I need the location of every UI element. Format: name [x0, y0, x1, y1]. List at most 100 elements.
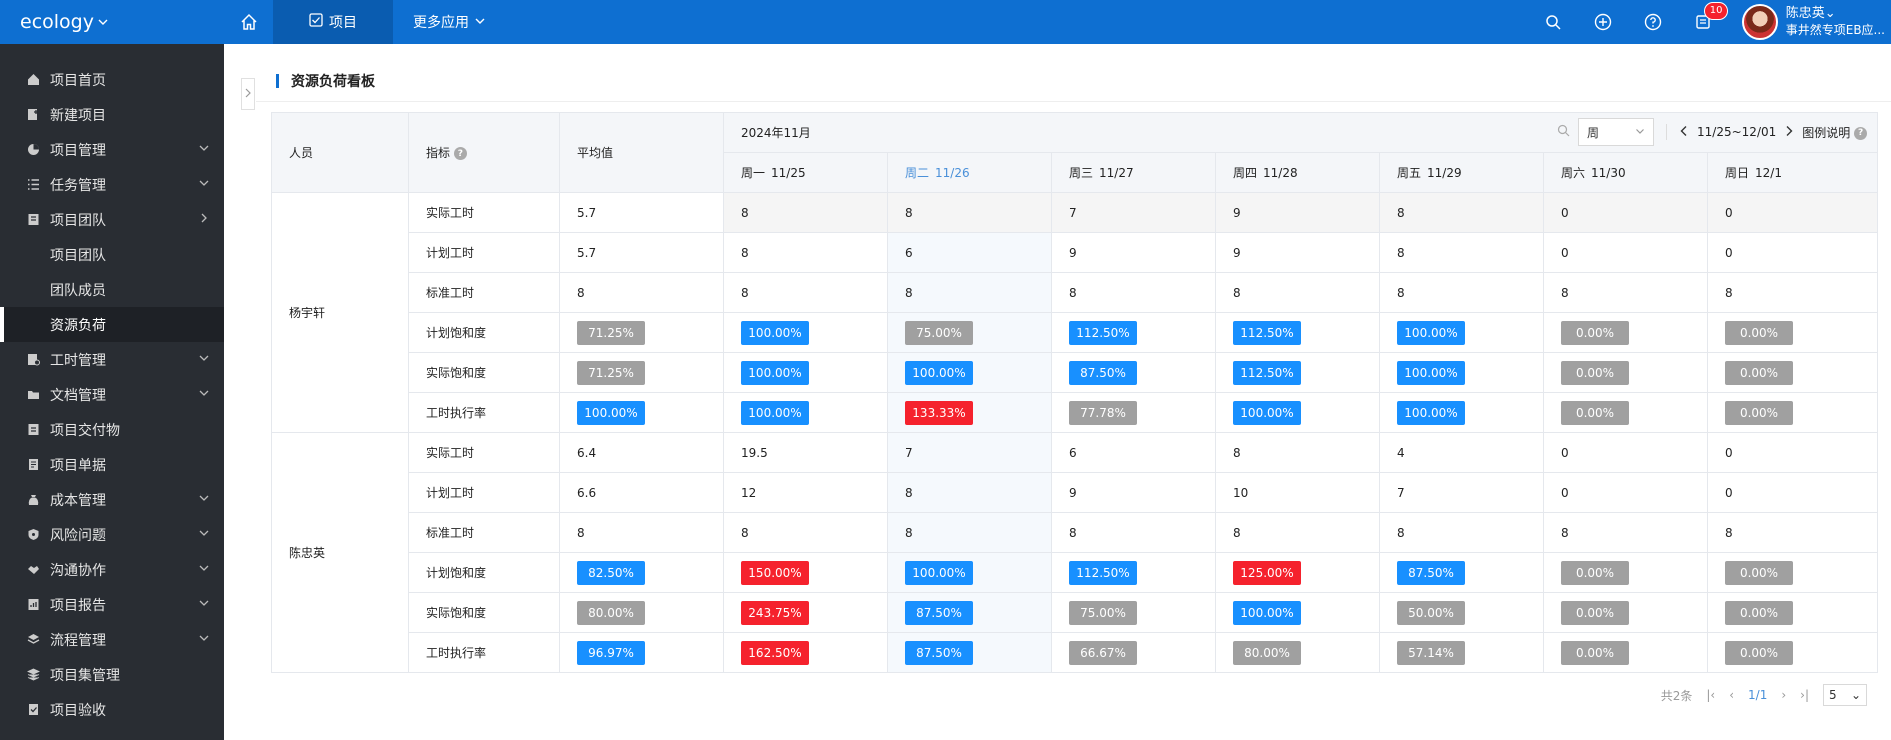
table-cell: 100.00% — [723, 392, 888, 433]
table-cell: 162.50% — [723, 632, 888, 673]
prev-page-button[interactable]: ‹ — [1729, 688, 1735, 702]
rate-tag: 96.97% — [577, 640, 645, 665]
search-icon[interactable] — [1528, 0, 1578, 44]
table-cell: 8 — [1215, 512, 1380, 553]
sidebar-item-project-team[interactable]: 项目团队 — [0, 202, 224, 237]
rate-tag: 243.75% — [741, 600, 809, 625]
person-cell: 陈忠英 — [271, 432, 409, 673]
average-cell: 80.00% — [559, 592, 724, 633]
sidebar-item-timesheet[interactable]: 工时管理 — [0, 342, 224, 377]
sidebar-item-collaboration[interactable]: 沟通协作 — [0, 552, 224, 587]
checkbox-icon — [309, 13, 323, 31]
list-icon — [26, 178, 40, 192]
next-period-button[interactable] — [1784, 125, 1794, 140]
day-date: 11/30 — [1591, 166, 1626, 180]
chevron-down-icon — [475, 14, 485, 30]
sidebar-item-new-project[interactable]: 新建项目 — [0, 97, 224, 132]
day-date: 11/28 — [1263, 166, 1298, 180]
deliverable-icon — [26, 423, 40, 437]
period-select[interactable]: 周 — [1578, 118, 1655, 146]
table-cell: 12 — [723, 472, 888, 513]
table-cell: 8 — [1543, 272, 1708, 313]
table-cell: 8 — [1543, 512, 1708, 553]
table-cell: 0 — [1543, 232, 1708, 273]
sidebar-item-risk[interactable]: 风险问题 — [0, 517, 224, 552]
table-row: 计划饱和度 71.25% 100.00% 75.00% 112.50% 112.50% 10… — [272, 312, 1879, 353]
metric-cell: 实际饱和度 — [408, 592, 560, 633]
search-icon[interactable] — [1557, 124, 1570, 140]
home-icon[interactable] — [225, 0, 273, 44]
average-cell: 8 — [559, 272, 724, 313]
page-size-select[interactable]: 5 ⌄ — [1823, 684, 1867, 706]
sidebar-item-documents[interactable]: 文档管理 — [0, 377, 224, 412]
table-cell: 0.00% — [1543, 632, 1708, 673]
sidebar-item-task-mgmt[interactable]: 任务管理 — [0, 167, 224, 202]
nav-tab-more-apps[interactable]: 更多应用 — [393, 0, 505, 44]
sidebar-subitem-resource-load[interactable]: 资源负荷 — [0, 307, 224, 342]
rate-tag: 133.33% — [905, 400, 973, 425]
sidebar-item-acceptance[interactable]: 项目验收 — [0, 692, 224, 727]
legend-link[interactable]: 图例说明 ? — [1802, 124, 1868, 141]
sidebar-item-label: 文档管理 — [50, 387, 106, 404]
table-cell: 8 — [1379, 232, 1544, 273]
last-page-button[interactable]: ›| — [1800, 688, 1809, 702]
day-date: 11/27 — [1099, 166, 1134, 180]
next-page-button[interactable]: › — [1781, 688, 1787, 702]
rate-tag: 100.00% — [1397, 360, 1465, 385]
rate-tag: 100.00% — [741, 400, 809, 425]
rate-tag: 100.00% — [1233, 600, 1301, 625]
sidebar-item-project-home[interactable]: 项目首页 — [0, 62, 224, 97]
table-cell: 50.00% — [1379, 592, 1544, 633]
header-person: 人员 — [271, 112, 409, 193]
acceptance-icon — [26, 703, 40, 717]
header-metric-label: 指标 — [426, 146, 451, 160]
sidebar-item-cost[interactable]: 成本管理 — [0, 482, 224, 517]
first-page-button[interactable]: |‹ — [1706, 688, 1716, 702]
notification-icon[interactable]: 10 — [1678, 0, 1729, 44]
table-cell: 100.00% — [887, 552, 1052, 593]
sidebar-item-program-mgmt[interactable]: 项目集管理 — [0, 657, 224, 692]
rate-tag: 150.00% — [741, 560, 809, 585]
prev-period-button[interactable] — [1679, 125, 1689, 140]
table-cell: 8 — [723, 232, 888, 273]
sidebar-subitem-team-members[interactable]: 团队成员 — [0, 272, 224, 307]
sidebar-item-project-mgmt[interactable]: 项目管理 — [0, 132, 224, 167]
table-cell: 0.00% — [1706, 592, 1879, 633]
handshake-icon — [26, 563, 40, 577]
table-row: 计划工时 5.7 8 6 9 9 8 0 0 — [272, 232, 1879, 273]
add-icon[interactable] — [1578, 0, 1628, 44]
help-icon[interactable] — [1628, 0, 1678, 44]
sidebar-item-label: 风险问题 — [50, 527, 106, 544]
sidebar-subitem-project-team[interactable]: 项目团队 — [0, 237, 224, 272]
table-cell: 7 — [1379, 472, 1544, 513]
divider — [1666, 124, 1668, 140]
top-bar: ecology 项目 更多应用 10 — [0, 0, 1891, 44]
sidebar-item-reports[interactable]: 项目报告 — [0, 587, 224, 622]
sidebar-item-deliverables[interactable]: 项目交付物 — [0, 412, 224, 447]
rate-tag: 77.78% — [1069, 400, 1137, 425]
sidebar-item-documents-receipts[interactable]: 项目单据 — [0, 447, 224, 482]
brand-menu[interactable]: ecology — [0, 11, 225, 33]
header-average: 平均值 — [559, 112, 724, 193]
table-cell: 66.67% — [1051, 632, 1216, 673]
sidebar-collapse-toggle[interactable] — [241, 78, 255, 110]
sidebar-item-label: 团队成员 — [50, 282, 106, 299]
notification-badge: 10 — [1703, 2, 1729, 20]
day-of-week: 周三 — [1069, 166, 1094, 180]
table-cell: 77.78% — [1051, 392, 1216, 433]
table-cell: 0 — [1706, 192, 1879, 233]
page-header: 资源负荷看板 — [256, 60, 1891, 102]
help-icon[interactable]: ? — [453, 147, 467, 160]
team-icon — [26, 213, 40, 227]
nav-tab-project[interactable]: 项目 — [273, 0, 393, 44]
rate-tag: 162.50% — [741, 640, 809, 665]
rate-tag: 87.50% — [905, 640, 973, 665]
rate-tag: 0.00% — [1725, 320, 1793, 345]
sidebar-item-workflow[interactable]: 流程管理 — [0, 622, 224, 657]
metric-cell: 实际饱和度 — [408, 352, 560, 393]
sidebar-item-label: 项目集管理 — [50, 667, 120, 684]
user-menu[interactable]: 陈忠英⌄ 事井然专项EB应... — [1728, 0, 1891, 44]
table-cell: 8 — [1051, 512, 1216, 553]
rate-tag: 0.00% — [1725, 360, 1793, 385]
rate-tag: 0.00% — [1561, 400, 1629, 425]
